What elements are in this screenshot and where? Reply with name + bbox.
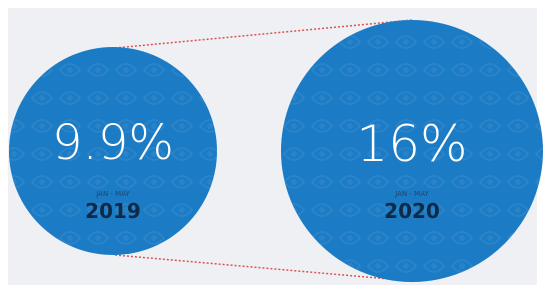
circle-2020: 16% JAN - MAY 2020 bbox=[281, 20, 543, 282]
page: 9.9% JAN - MAY 2019 16% JAN - MAY 2020 (… bbox=[0, 0, 545, 291]
year: 2019 bbox=[85, 199, 141, 223]
period: JAN - MAY bbox=[394, 190, 429, 198]
period: JAN - MAY bbox=[95, 190, 130, 198]
circle-2019: 9.9% JAN - MAY 2019 bbox=[9, 47, 217, 255]
infographic: 9.9% JAN - MAY 2019 16% JAN - MAY 2020 bbox=[0, 0, 545, 291]
value: 9.9% bbox=[52, 115, 174, 171]
value: 16% bbox=[356, 115, 467, 173]
year: 2020 bbox=[384, 199, 440, 223]
